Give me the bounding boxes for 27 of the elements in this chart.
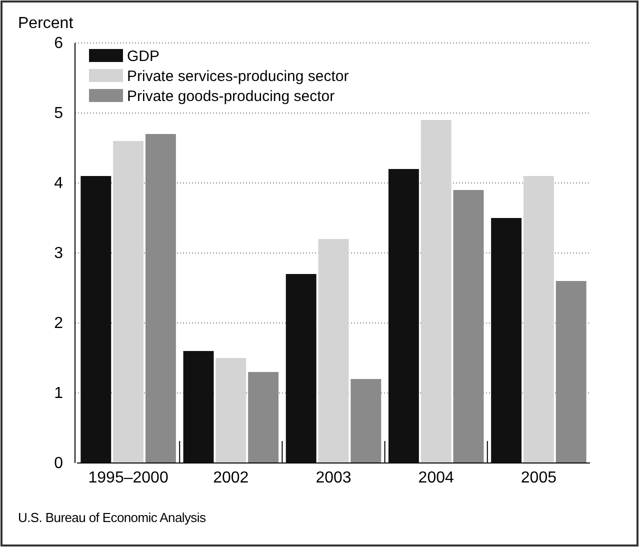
bar bbox=[183, 351, 214, 463]
x-tick-label: 1995–2000 bbox=[88, 469, 168, 486]
bar bbox=[420, 120, 452, 463]
y-tick-label: 5 bbox=[54, 105, 64, 122]
bar bbox=[80, 176, 112, 463]
y-tick-label: 6 bbox=[54, 35, 64, 52]
bar bbox=[113, 141, 144, 463]
y-tick-label: 4 bbox=[54, 175, 64, 192]
bar bbox=[318, 239, 349, 463]
x-tick-label: 2004 bbox=[418, 469, 454, 486]
legend-label: GDP bbox=[127, 48, 160, 65]
bar bbox=[216, 358, 246, 463]
bar bbox=[286, 274, 316, 463]
bar bbox=[523, 176, 554, 463]
bar bbox=[491, 218, 522, 463]
x-tick-label: 2005 bbox=[520, 469, 557, 486]
x-tick-label: 2003 bbox=[316, 469, 352, 486]
y-axis-title: Percent bbox=[18, 15, 74, 32]
y-tick-label: 2 bbox=[54, 315, 64, 332]
y-tick-label: 1 bbox=[54, 385, 64, 402]
legend-label: Private goods-producing sector bbox=[127, 88, 335, 105]
legend-label: Private services-producing sector bbox=[127, 68, 349, 85]
bar bbox=[388, 169, 419, 463]
y-tick-label: 0 bbox=[54, 455, 64, 472]
text: U.S. Bureau of Economic Analysis bbox=[18, 510, 206, 525]
y-tick-label: 3 bbox=[54, 245, 64, 262]
x-tick-label: 2002 bbox=[213, 469, 249, 486]
